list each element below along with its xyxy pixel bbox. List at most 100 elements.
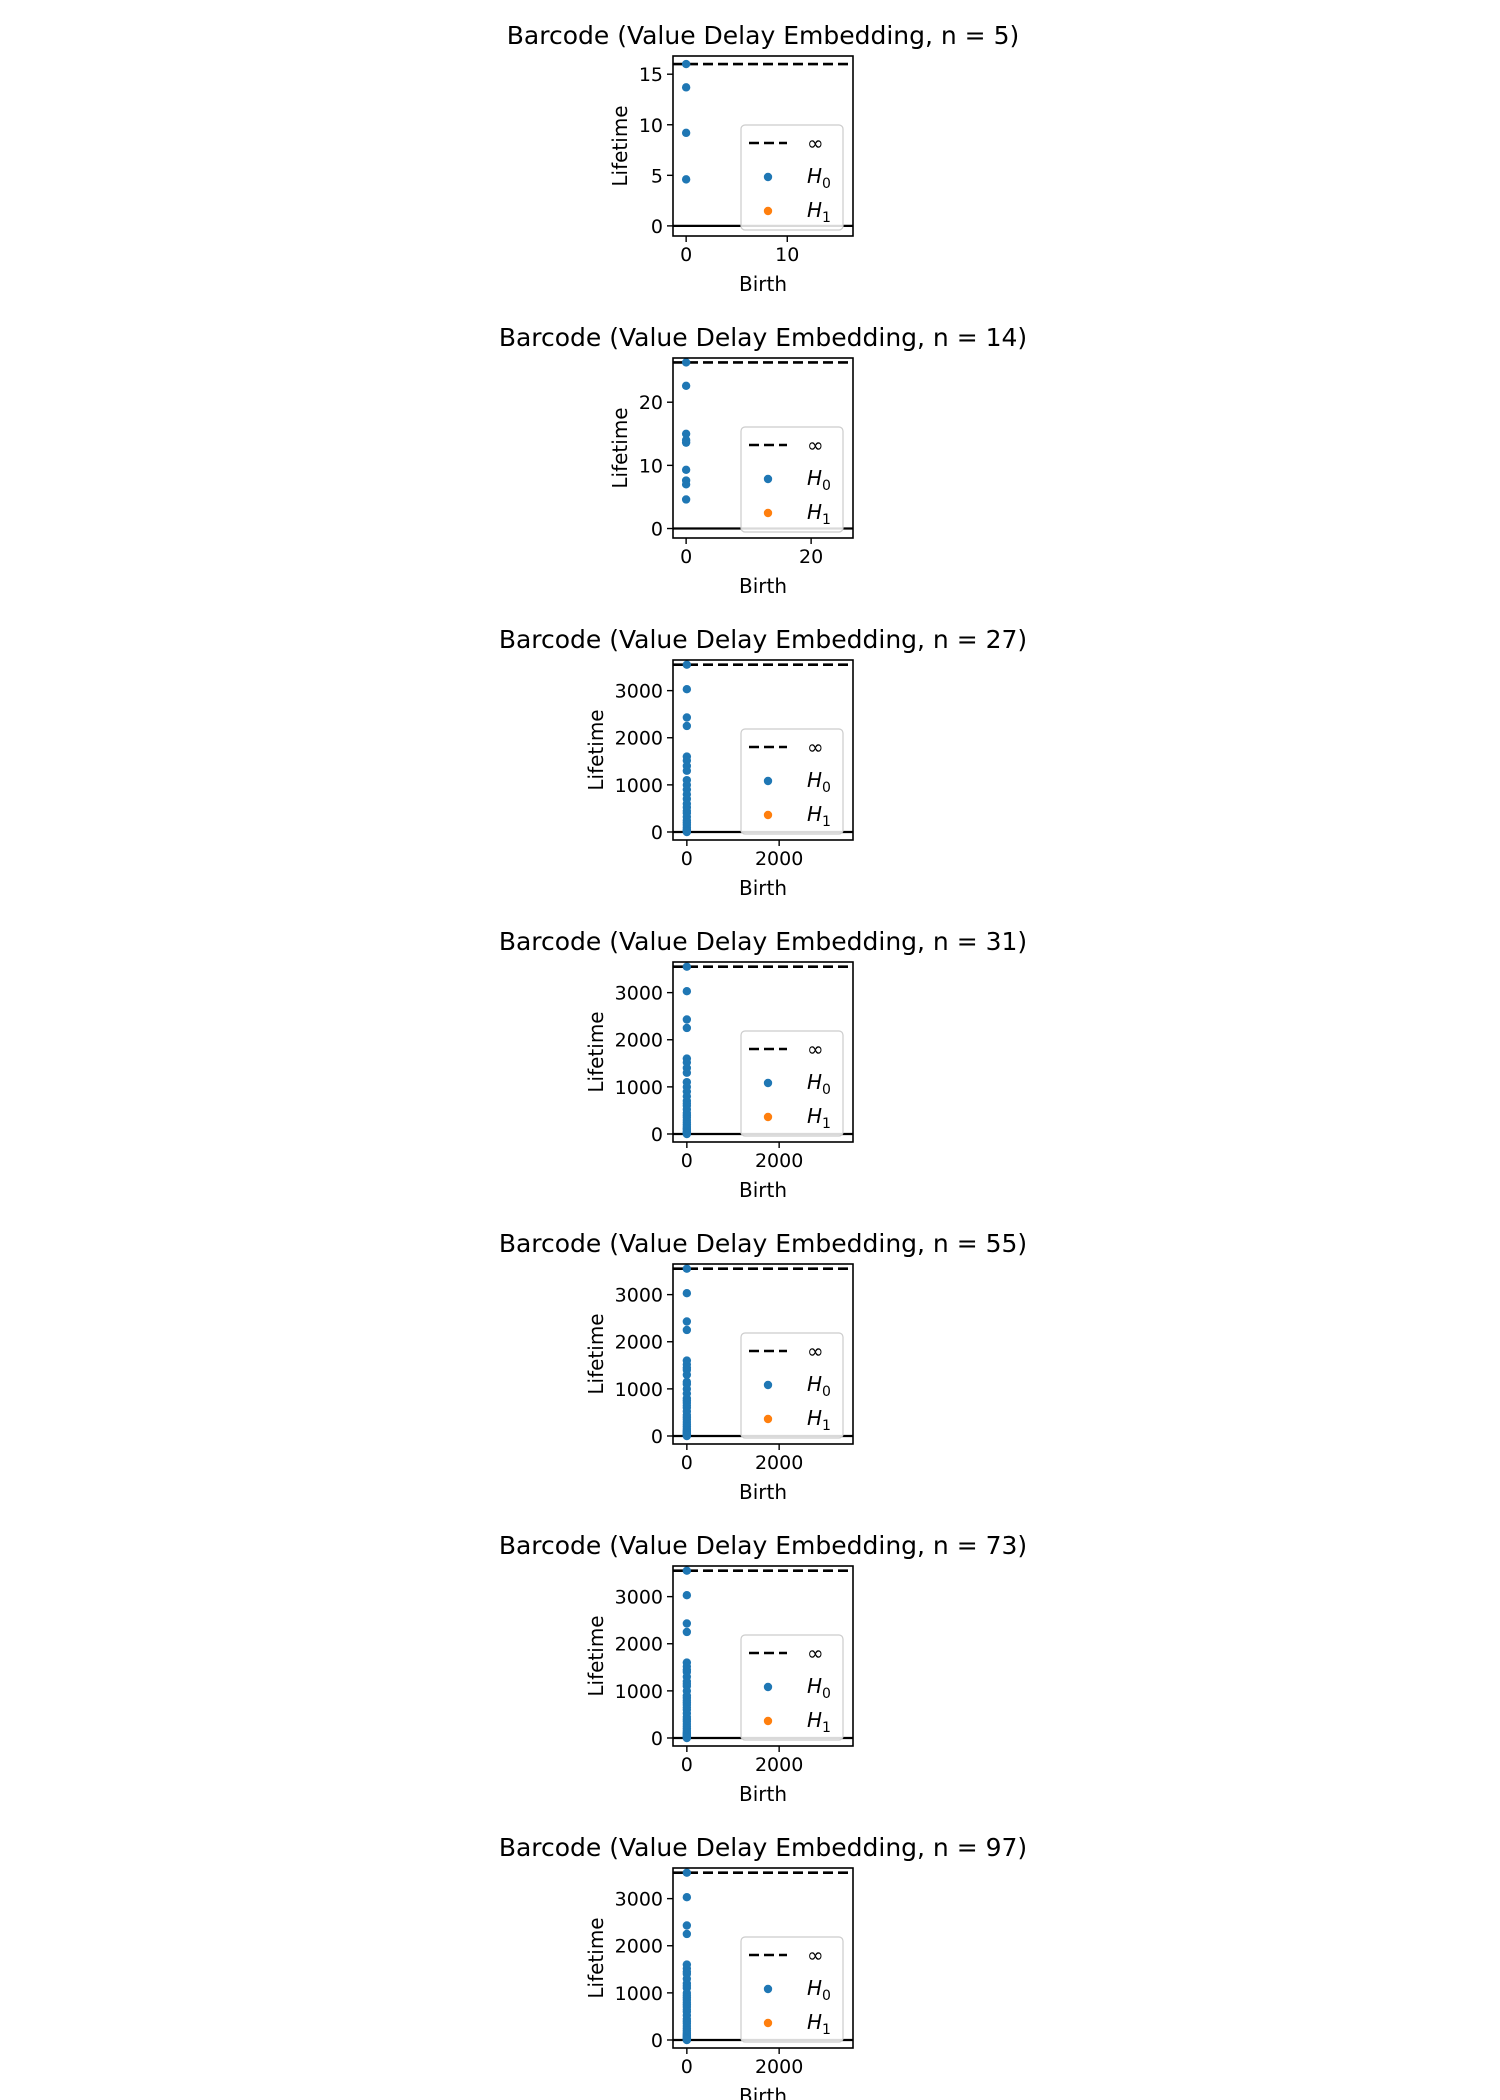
y-tick-label: 5 bbox=[651, 165, 663, 187]
y-axis-label: Lifetime bbox=[584, 1615, 608, 1696]
chart-panel-4: Barcode (Value Delay Embedding, n = 31) 0… bbox=[499, 927, 1027, 1202]
legend-infinity-label: ∞ bbox=[807, 1037, 824, 1061]
data-point-h0 bbox=[682, 721, 692, 731]
x-tick-label: 0 bbox=[681, 848, 693, 870]
x-tick-label: 0 bbox=[680, 546, 692, 568]
data-point-h0 bbox=[682, 827, 692, 837]
chart-title: Barcode (Value Delay Embedding, n = 14) bbox=[499, 323, 1027, 352]
x-axis-label: Birth bbox=[739, 876, 787, 900]
axes-frame bbox=[672, 357, 854, 539]
data-point-h0 bbox=[682, 1627, 692, 1637]
data-point-h0 bbox=[682, 2035, 692, 2045]
chart-panel-2: Barcode (Value Delay Embedding, n = 14) 0… bbox=[499, 323, 1027, 598]
data-point-h0 bbox=[682, 1733, 692, 1743]
y-tick-label: 2000 bbox=[615, 1030, 663, 1052]
legend-box bbox=[740, 124, 844, 231]
data-point-h0 bbox=[681, 480, 691, 489]
data-point-h0 bbox=[682, 1023, 692, 1033]
y-tick-label: 1000 bbox=[615, 1379, 663, 1401]
axes-frame bbox=[672, 1565, 854, 1747]
data-point-h0 bbox=[682, 1566, 692, 1575]
axes-frame bbox=[672, 1867, 854, 2049]
legend-h0-swatch bbox=[763, 474, 773, 484]
legend-h1-swatch bbox=[763, 2018, 773, 2028]
legend-h1-swatch bbox=[763, 206, 773, 216]
legend-infinity-label: ∞ bbox=[807, 433, 824, 457]
chart-panel-3: Barcode (Value Delay Embedding, n = 27) 0… bbox=[499, 625, 1027, 900]
data-point-h0 bbox=[682, 1289, 692, 1298]
chart-panel-5: Barcode (Value Delay Embedding, n = 55) 0… bbox=[499, 1229, 1027, 1504]
x-axis-label: Birth bbox=[739, 272, 787, 296]
x-tick-label: 2000 bbox=[755, 1754, 803, 1776]
legend-h1-swatch bbox=[763, 508, 773, 518]
data-point-h0 bbox=[682, 1431, 692, 1441]
data-point-h0 bbox=[682, 766, 692, 775]
data-point-h0 bbox=[682, 685, 692, 694]
x-tick-label: 0 bbox=[681, 1150, 693, 1172]
legend-infinity-label: ∞ bbox=[807, 1339, 824, 1363]
legend-infinity-label: ∞ bbox=[807, 1943, 824, 1967]
data-point-h0 bbox=[682, 1129, 692, 1139]
y-tick-label: 10 bbox=[639, 115, 663, 137]
y-tick-label: 3000 bbox=[615, 1889, 663, 1911]
data-point-h0 bbox=[681, 128, 691, 138]
y-tick-label: 20 bbox=[639, 392, 663, 414]
y-tick-label: 0 bbox=[651, 216, 663, 238]
data-point-h0 bbox=[682, 1868, 692, 1877]
legend-h1-swatch bbox=[763, 810, 773, 820]
x-tick-label: 20 bbox=[799, 546, 823, 568]
data-point-h0 bbox=[682, 1068, 692, 1077]
chart-title: Barcode (Value Delay Embedding, n = 27) bbox=[499, 625, 1027, 654]
x-axis-label: Birth bbox=[739, 2084, 787, 2100]
x-axis-label: Birth bbox=[739, 1178, 787, 1202]
data-point-h0 bbox=[682, 1619, 692, 1628]
chart-title: Barcode (Value Delay Embedding, n = 5) bbox=[507, 21, 1019, 50]
y-tick-label: 0 bbox=[651, 2030, 663, 2052]
plot-area bbox=[673, 1566, 853, 1743]
legend-box bbox=[740, 426, 844, 533]
y-tick-label: 3000 bbox=[615, 983, 663, 1005]
x-tick-label: 0 bbox=[681, 2056, 693, 2078]
chart-panel-7: Barcode (Value Delay Embedding, n = 97) 0… bbox=[499, 1833, 1027, 2100]
y-tick-label: 1000 bbox=[615, 1681, 663, 1703]
x-tick-label: 2000 bbox=[755, 1452, 803, 1474]
y-tick-label: 3000 bbox=[615, 1285, 663, 1307]
x-tick-label: 10 bbox=[775, 244, 799, 266]
x-axis-label: Birth bbox=[739, 1782, 787, 1806]
data-point-h0 bbox=[681, 59, 691, 69]
y-axis-label: Lifetime bbox=[584, 1313, 608, 1394]
y-tick-label: 1000 bbox=[615, 1077, 663, 1099]
x-axis-label: Birth bbox=[739, 574, 787, 598]
y-tick-label: 15 bbox=[639, 64, 663, 86]
axes-frame bbox=[672, 659, 854, 841]
legend-box bbox=[740, 1634, 844, 1741]
legend-infinity-label: ∞ bbox=[807, 1641, 824, 1665]
axes-frame bbox=[672, 961, 854, 1143]
legend-box bbox=[740, 1030, 844, 1137]
data-point-h0 bbox=[682, 713, 692, 722]
data-point-h0 bbox=[681, 438, 691, 447]
legend-infinity-label: ∞ bbox=[807, 131, 824, 155]
y-axis-label: Lifetime bbox=[608, 407, 632, 488]
y-tick-label: 0 bbox=[651, 1124, 663, 1146]
x-tick-label: 0 bbox=[680, 244, 692, 266]
data-point-h0 bbox=[682, 1325, 692, 1335]
chart-title: Barcode (Value Delay Embedding, n = 73) bbox=[499, 1531, 1027, 1560]
legend-h0-swatch bbox=[763, 1682, 773, 1692]
data-point-h0 bbox=[682, 660, 692, 669]
chart-title: Barcode (Value Delay Embedding, n = 97) bbox=[499, 1833, 1027, 1862]
legend-box bbox=[740, 728, 844, 835]
data-point-h0 bbox=[682, 962, 692, 971]
x-tick-label: 0 bbox=[681, 1754, 693, 1776]
x-tick-label: 2000 bbox=[755, 2056, 803, 2078]
y-axis-label: Lifetime bbox=[608, 105, 632, 186]
legend-box bbox=[740, 1936, 844, 2043]
y-tick-label: 0 bbox=[651, 519, 663, 541]
data-point-h0 bbox=[681, 495, 691, 504]
axes-frame bbox=[672, 55, 854, 237]
data-point-h0 bbox=[681, 175, 691, 184]
data-point-h0 bbox=[681, 429, 691, 438]
